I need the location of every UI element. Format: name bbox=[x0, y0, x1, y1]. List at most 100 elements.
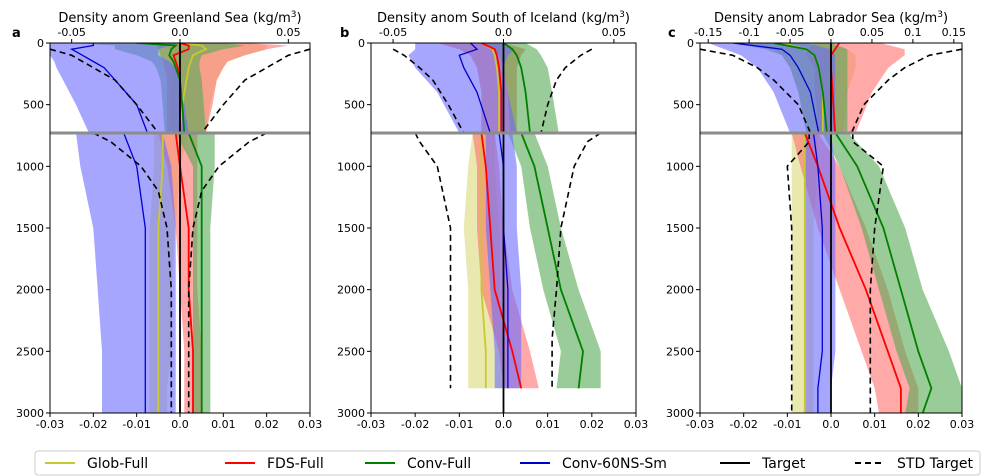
y-tick-label: 1500 bbox=[666, 222, 694, 235]
title-superscript: 3 bbox=[937, 10, 943, 20]
top-x-tick-label: 0.0 bbox=[495, 26, 513, 39]
legend-item-target: Target bbox=[720, 456, 806, 472]
x-tick-label: -0.01 bbox=[122, 418, 150, 431]
x-tick-label: 0.01 bbox=[862, 418, 887, 431]
legend-label: FDS-Full bbox=[267, 456, 324, 472]
legend-label: Glob-Full bbox=[87, 456, 148, 472]
glob-line bbox=[157, 133, 164, 413]
title-main: Density anom Labrador Sea (kg/m bbox=[714, 11, 937, 26]
legend-item-std: STD Target bbox=[855, 456, 973, 472]
top-x-tick-label: 0 bbox=[828, 26, 835, 39]
x-tick-label: 0.03 bbox=[950, 418, 975, 431]
title-end: ) bbox=[943, 11, 948, 26]
std-target-line bbox=[551, 132, 602, 389]
convsm-line bbox=[812, 132, 823, 413]
panel-letter: b bbox=[340, 26, 349, 41]
std-target-line bbox=[50, 48, 159, 134]
fds-line bbox=[481, 43, 503, 133]
top-x-tick-label: 0.05 bbox=[276, 26, 301, 39]
conv-band bbox=[481, 43, 559, 133]
y-tick-label: 1500 bbox=[337, 222, 365, 235]
x-tick-label: 0.03 bbox=[624, 418, 649, 431]
std-target-line bbox=[786, 133, 811, 413]
panel-title: Density anom Labrador Sea (kg/m3) bbox=[714, 10, 948, 26]
legend-item-convsm: Conv-60NS-Sm bbox=[520, 456, 667, 472]
conv-band bbox=[822, 133, 962, 413]
std-target-line bbox=[540, 48, 593, 134]
panel-title: Density anom South of Iceland (kg/m3) bbox=[377, 10, 630, 26]
x-tick-label: 0.0 bbox=[171, 418, 189, 431]
conv-line bbox=[502, 43, 531, 134]
panel-letter: a bbox=[12, 26, 21, 41]
conv-line bbox=[136, 43, 186, 134]
std-target-line bbox=[414, 132, 452, 389]
panel-c: 0 500 1000 1500 2000 2500 3000-0.03 -0.02 -0.01 0… bbox=[666, 10, 974, 431]
y-tick-label: 2000 bbox=[337, 284, 365, 297]
y-tick-label: 500 bbox=[23, 99, 44, 112]
top-x-tick-label: -0.05 bbox=[776, 26, 804, 39]
glob-line bbox=[480, 133, 487, 389]
std-target-line bbox=[392, 48, 465, 134]
convsm-line bbox=[458, 43, 491, 134]
x-tick-label: 0.02 bbox=[254, 418, 279, 431]
top-x-tick-label: 0.05 bbox=[860, 26, 885, 39]
convsm-line bbox=[123, 132, 146, 413]
legend-item-fds: FDS-Full bbox=[225, 456, 324, 472]
std-target-line bbox=[850, 48, 962, 134]
x-tick-label: 0.02 bbox=[580, 418, 605, 431]
y-tick-label: 0 bbox=[37, 37, 44, 50]
title-superscript: 3 bbox=[619, 10, 625, 20]
x-tick-label: -0.03 bbox=[36, 418, 64, 431]
std-target-line bbox=[92, 132, 173, 413]
convsm-band bbox=[408, 43, 517, 133]
legend-item-conv: Conv-Full bbox=[365, 456, 471, 472]
legend-label: Conv-60NS-Sm bbox=[562, 456, 667, 472]
y-tick-label: 2000 bbox=[16, 284, 44, 297]
x-tick-label: 0.01 bbox=[535, 418, 560, 431]
legend-label: Conv-Full bbox=[407, 456, 471, 472]
x-tick-label: -0.02 bbox=[401, 418, 429, 431]
title-main: Density anom South of Iceland (kg/m bbox=[377, 11, 619, 26]
conv-band bbox=[71, 43, 245, 133]
conv-line bbox=[187, 132, 203, 413]
top-x-tick-label: -0.1 bbox=[738, 26, 759, 39]
y-tick-label: 1000 bbox=[337, 160, 365, 173]
panel-a: 0 500 1000 1500 2000 2500 3000-0.03 -0.02 -0.01 0… bbox=[12, 10, 322, 431]
x-tick-label: -0.01 bbox=[445, 418, 473, 431]
title-superscript: 3 bbox=[291, 10, 297, 20]
legend: Glob-Full FDS-Full Conv-Full Conv-60NS-Sm Ta… bbox=[34, 450, 981, 476]
std-target-line bbox=[851, 133, 885, 413]
y-tick-label: 2000 bbox=[666, 284, 694, 297]
x-tick-label: 0.01 bbox=[211, 418, 236, 431]
legend-item-glob: Glob-Full bbox=[45, 456, 148, 472]
top-x-tick-label: -0.05 bbox=[379, 26, 407, 39]
y-tick-label: 1000 bbox=[16, 160, 44, 173]
title-end: ) bbox=[296, 11, 301, 26]
top-x-tick-label: 0.1 bbox=[904, 26, 922, 39]
y-tick-label: 0 bbox=[687, 37, 694, 50]
y-tick-label: 3000 bbox=[666, 407, 694, 420]
convsm-band bbox=[804, 133, 836, 413]
legend-label: STD Target bbox=[897, 456, 973, 472]
top-x-tick-label: -0.05 bbox=[57, 26, 85, 39]
glob-line bbox=[179, 43, 208, 134]
fds-line bbox=[480, 132, 523, 389]
x-tick-label: -0.03 bbox=[686, 418, 714, 431]
convsm-band bbox=[708, 43, 836, 133]
x-tick-label: -0.01 bbox=[773, 418, 801, 431]
y-tick-label: 1000 bbox=[666, 160, 694, 173]
plot-area bbox=[392, 43, 602, 413]
y-tick-label: 500 bbox=[344, 99, 365, 112]
std-target-line bbox=[187, 132, 268, 413]
top-x-tick-label: -0.15 bbox=[694, 26, 722, 39]
conv-line bbox=[834, 132, 933, 413]
legend-frame bbox=[34, 450, 981, 476]
plot-area bbox=[700, 43, 962, 413]
y-tick-label: 0 bbox=[358, 37, 365, 50]
conv-line bbox=[520, 132, 584, 389]
x-tick-label: 0.0 bbox=[495, 418, 513, 431]
top-x-tick-label: 0.15 bbox=[942, 26, 967, 39]
y-tick-label: 2500 bbox=[16, 345, 44, 358]
panel-title: Density anom Greenland Sea (kg/m3) bbox=[58, 10, 301, 26]
